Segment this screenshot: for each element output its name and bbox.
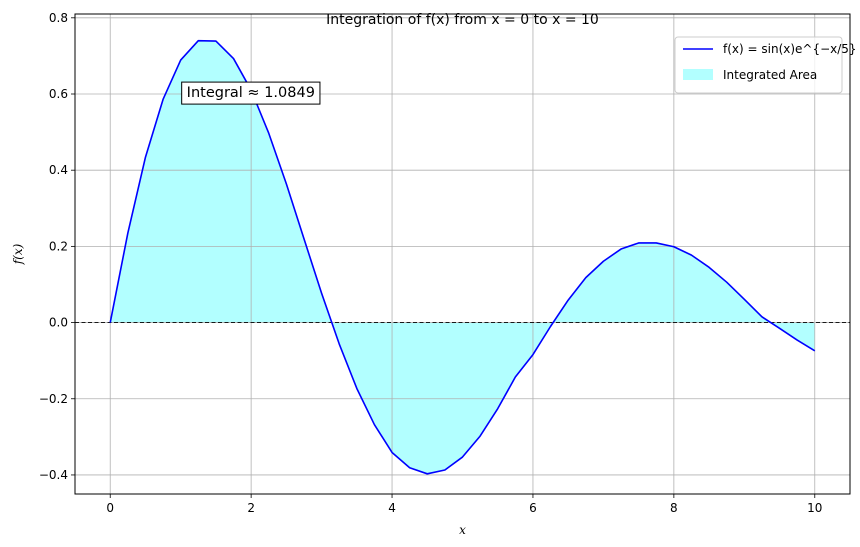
y-tick-label: −0.4 (39, 468, 68, 482)
integrated-area (110, 40, 815, 474)
axes-frame (74, 13, 851, 495)
legend: f(x) = sin(x)e^{−x/5} Integrated Area (674, 36, 857, 94)
x-tick-label: 2 (247, 501, 255, 515)
annotation-box (181, 81, 321, 105)
ticks: 0 2 4 6 8 10 −0.4 −0.2 0.0 0.2 0.4 0.6 0.8 (39, 11, 823, 515)
x-tick-label: 10 (807, 501, 822, 515)
legend-box (674, 36, 843, 94)
legend-series-label: f(x) = sin(x)e^{−x/5} (723, 42, 857, 56)
y-tick-label: 0.6 (49, 87, 68, 101)
y-axis-label: f(x) (11, 243, 25, 265)
series-line (109, 39, 816, 475)
chart-title: Integration of f(x) from x = 0 to x = 10 (326, 12, 599, 28)
legend-fill-swatch (683, 69, 713, 80)
x-tick-label: 6 (529, 501, 537, 515)
y-tick-label: 0.8 (49, 11, 68, 25)
y-tick-label: −0.2 (39, 392, 68, 406)
y-tick-label: 0.2 (49, 239, 68, 253)
x-tick-label: 0 (106, 501, 114, 515)
series-line-layer (109, 39, 816, 475)
legend-fill-label: Integrated Area (723, 68, 817, 82)
integrated-area-layer (110, 40, 815, 474)
y-tick-label: 0.0 (49, 316, 68, 330)
integral-annotation: Integral ≈ 1.0849 (181, 81, 321, 105)
y-tick-label: 0.4 (49, 163, 68, 177)
x-axis-label: x (459, 523, 466, 537)
x-tick-label: 4 (388, 501, 396, 515)
annotation-text: Integral ≈ 1.0849 (187, 85, 315, 101)
x-tick-label: 8 (670, 501, 678, 515)
